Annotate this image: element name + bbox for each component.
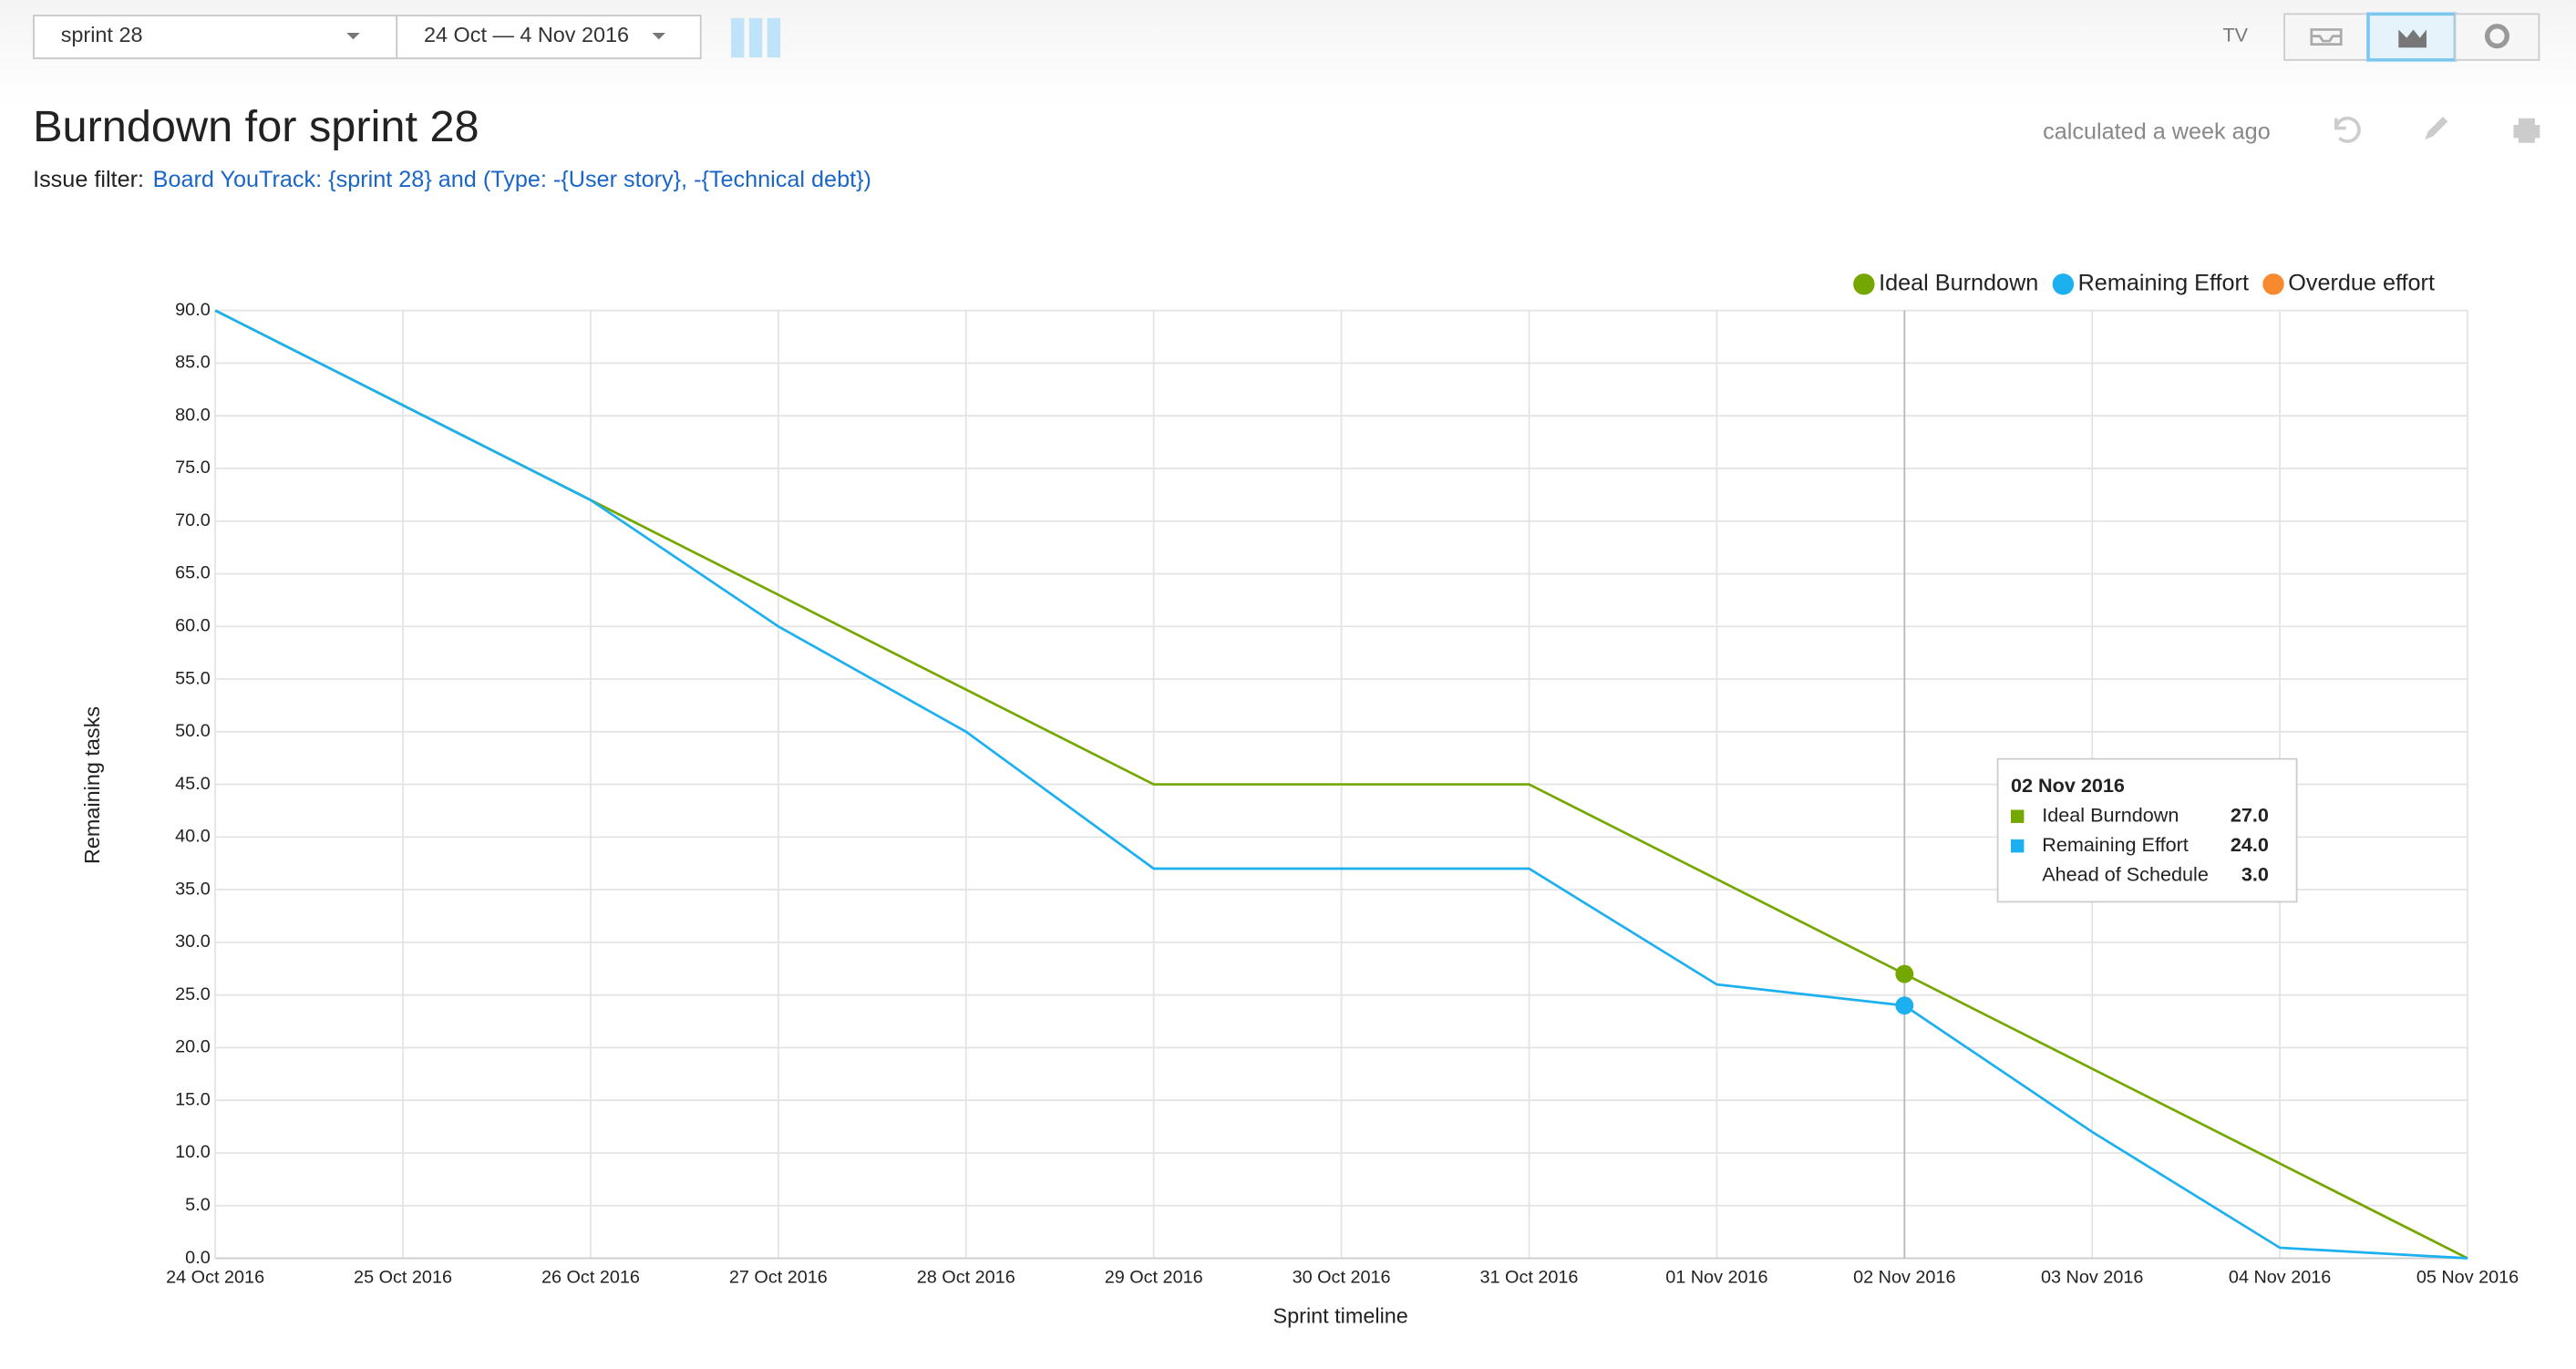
x-tick-label: 27 Oct 2016: [729, 1267, 828, 1287]
chart-icon: [2398, 29, 2427, 48]
y-tick-label: 60.0: [175, 615, 211, 635]
y-tick-label: 15.0: [175, 1089, 211, 1109]
y-tick-label: 35.0: [175, 879, 211, 899]
hover-point: [1895, 996, 1914, 1015]
refresh-icon[interactable]: [2334, 117, 2361, 143]
tooltip-row-name: Remaining Effort: [2042, 833, 2189, 856]
y-tick-label: 30.0: [175, 932, 211, 952]
filter-link[interactable]: Board YouTrack: {sprint 28} and (Type: -…: [153, 167, 871, 192]
sprint-select[interactable]: [33, 15, 398, 59]
tooltip-row-value: 24.0: [2231, 833, 2269, 856]
x-axis-label: Sprint timeline: [1273, 1304, 1408, 1328]
legend-swatch: [2052, 273, 2075, 295]
x-tick-label: 01 Nov 2016: [1665, 1267, 1767, 1287]
legend-label: Overdue effort: [2288, 270, 2435, 295]
y-tick-label: 5.0: [185, 1195, 211, 1215]
x-tick-label: 28 Oct 2016: [917, 1267, 1015, 1287]
x-tick-label: 03 Nov 2016: [2041, 1267, 2143, 1287]
settings-icon: [2484, 24, 2509, 49]
dropdown-arrow: [652, 33, 665, 40]
x-tick-label: 26 Oct 2016: [541, 1267, 640, 1287]
tooltip-row-value: 27.0: [2231, 803, 2269, 826]
x-tick-label: 25 Oct 2016: [354, 1267, 452, 1287]
calc-status: calculated a week ago: [2043, 119, 2271, 145]
settings-button[interactable]: [2454, 13, 2540, 61]
y-tick-label: 0.0: [185, 1248, 211, 1268]
legend-label: Ideal Burndown: [1879, 270, 2038, 295]
sprint-name: sprint 28: [61, 23, 143, 46]
inbox-button[interactable]: [2283, 13, 2369, 61]
x-tick-label: 24 Oct 2016: [166, 1267, 264, 1287]
tooltip-swatch: [2010, 839, 2025, 853]
hover-point: [1895, 964, 1914, 983]
y-tick-label: 55.0: [175, 668, 211, 688]
y-tick-label: 25.0: [175, 984, 211, 1004]
x-tick-label: 29 Oct 2016: [1105, 1267, 1203, 1287]
y-tick-label: 75.0: [175, 458, 211, 478]
y-tick-label: 80.0: [175, 405, 211, 425]
series-line: [214, 309, 2468, 1260]
x-tick-label: 30 Oct 2016: [1293, 1267, 1391, 1287]
report-title: Burndown for sprint 28: [33, 102, 479, 151]
x-tick-label: 02 Nov 2016: [1853, 1267, 1955, 1287]
x-tick-label: 31 Oct 2016: [1480, 1267, 1579, 1287]
x-tick-label: 05 Nov 2016: [2416, 1267, 2519, 1287]
legend-swatch: [1853, 273, 1875, 295]
y-tick-label: 45.0: [175, 774, 211, 794]
legend-label: Remaining Effort: [2078, 270, 2249, 295]
edit-icon[interactable]: [2425, 116, 2448, 140]
legend-swatch: [2262, 273, 2284, 295]
y-tick-label: 70.0: [175, 510, 211, 530]
tooltip-title: 02 Nov 2016: [2011, 774, 2125, 797]
y-tick-label: 65.0: [175, 563, 211, 583]
chart-button[interactable]: [2366, 12, 2458, 62]
board-icon[interactable]: [731, 17, 781, 58]
period: 24 Oct — 4 Nov 2016: [424, 23, 629, 46]
tooltip-row-name: Ahead of Schedule: [2042, 862, 2209, 885]
y-tick-label: 85.0: [175, 353, 211, 373]
tooltip-row-name: Ideal Burndown: [2042, 803, 2179, 826]
tooltip: [1996, 757, 2298, 903]
y-tick-label: 90.0: [175, 300, 211, 320]
x-tick-label: 04 Nov 2016: [2229, 1267, 2331, 1287]
y-tick-label: 10.0: [175, 1142, 211, 1162]
tv-button[interactable]: TV: [2222, 23, 2248, 46]
filter-label: Issue filter:: [33, 167, 144, 192]
y-axis-label: Remaining tasks: [80, 706, 104, 864]
tooltip-swatch: [2010, 809, 2025, 823]
y-tick-label: 20.0: [175, 1037, 211, 1057]
dropdown-arrow: [346, 33, 360, 40]
y-tick-label: 50.0: [175, 721, 211, 741]
y-tick-label: 40.0: [175, 827, 211, 847]
print-icon[interactable]: [2513, 118, 2540, 143]
inbox-icon: [2310, 28, 2343, 46]
period-select[interactable]: [396, 15, 702, 59]
tooltip-row-value: 3.0: [2241, 862, 2269, 885]
